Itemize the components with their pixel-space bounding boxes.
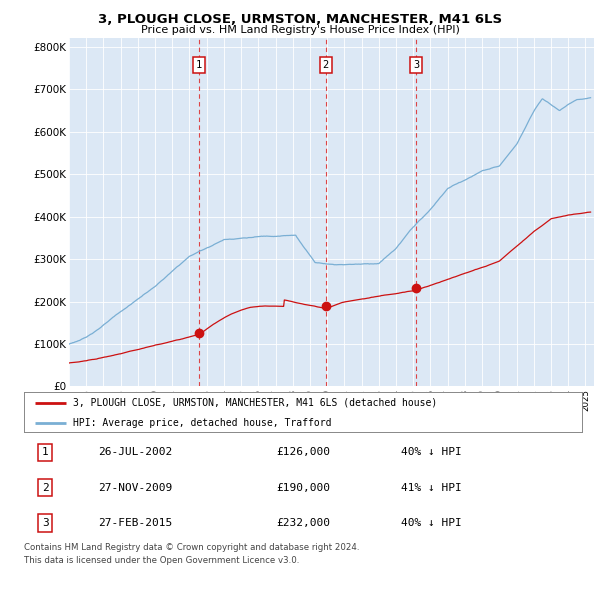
Text: 27-NOV-2009: 27-NOV-2009: [98, 483, 173, 493]
Text: 2: 2: [323, 60, 329, 70]
Text: 1: 1: [196, 60, 202, 70]
Text: 3: 3: [42, 518, 49, 528]
Text: 26-JUL-2002: 26-JUL-2002: [98, 447, 173, 457]
Text: HPI: Average price, detached house, Trafford: HPI: Average price, detached house, Traf…: [73, 418, 332, 428]
Text: 27-FEB-2015: 27-FEB-2015: [98, 518, 173, 528]
Text: £190,000: £190,000: [276, 483, 330, 493]
Text: This data is licensed under the Open Government Licence v3.0.: This data is licensed under the Open Gov…: [24, 556, 299, 565]
Text: £126,000: £126,000: [276, 447, 330, 457]
Text: 3, PLOUGH CLOSE, URMSTON, MANCHESTER, M41 6LS (detached house): 3, PLOUGH CLOSE, URMSTON, MANCHESTER, M4…: [73, 398, 437, 408]
Text: 40% ↓ HPI: 40% ↓ HPI: [401, 518, 462, 528]
Text: Contains HM Land Registry data © Crown copyright and database right 2024.: Contains HM Land Registry data © Crown c…: [24, 543, 359, 552]
Text: 40% ↓ HPI: 40% ↓ HPI: [401, 447, 462, 457]
Text: Price paid vs. HM Land Registry's House Price Index (HPI): Price paid vs. HM Land Registry's House …: [140, 25, 460, 35]
Text: 1: 1: [42, 447, 49, 457]
Text: 2: 2: [42, 483, 49, 493]
Text: £232,000: £232,000: [276, 518, 330, 528]
Text: 3: 3: [413, 60, 419, 70]
Text: 41% ↓ HPI: 41% ↓ HPI: [401, 483, 462, 493]
Text: 3, PLOUGH CLOSE, URMSTON, MANCHESTER, M41 6LS: 3, PLOUGH CLOSE, URMSTON, MANCHESTER, M4…: [98, 13, 502, 26]
